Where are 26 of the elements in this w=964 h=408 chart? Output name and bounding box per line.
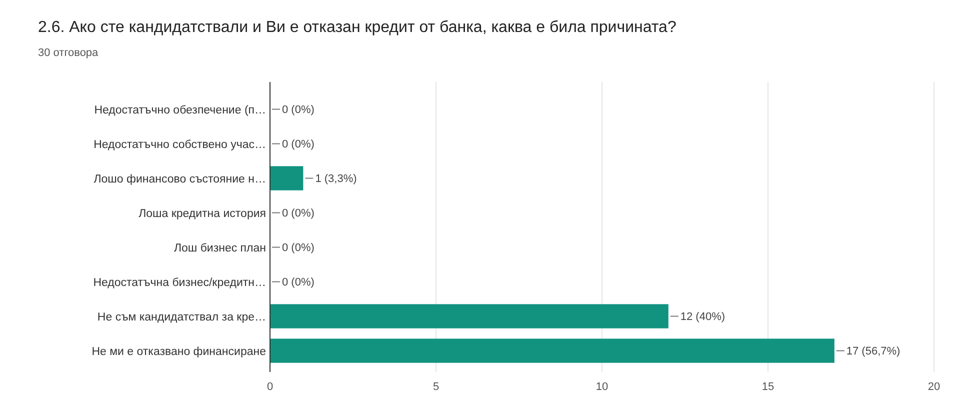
data-label: 0 (0%) <box>282 242 314 254</box>
y-tick-label: Лошо финансово състояние н… <box>94 173 266 186</box>
x-tick-label: 10 <box>596 381 608 393</box>
y-tick-label: Недостатъчно обезпечение (п… <box>94 104 266 116</box>
chart-title: 2.6. Ако сте кандидатствали и Ви е отказан кредит от банка, каква е била причината? <box>38 19 676 36</box>
bar <box>270 166 304 190</box>
bar <box>270 338 834 363</box>
bar <box>270 304 668 328</box>
data-label: 0 (0%) <box>282 276 314 289</box>
y-tick-label: Не ми е отказвано финансиране <box>92 346 266 358</box>
data-label: 0 (0%) <box>282 208 314 220</box>
x-tick-label: 20 <box>928 381 940 393</box>
data-label: 0 (0%) <box>282 138 314 151</box>
text: 30 отговора <box>38 47 100 59</box>
data-label: 0 (0%) <box>282 104 314 116</box>
y-tick-label: Лош бизнес план <box>174 242 266 254</box>
x-tick-label: 15 <box>762 381 774 393</box>
y-tick-label: Не съм кандидатствал за кре… <box>97 311 266 324</box>
data-label: 12 (40%) <box>680 311 726 324</box>
x-tick-label: 0 <box>266 381 274 393</box>
data-label: 1 (3,3%) <box>315 173 357 186</box>
data-label: 17 (56,7%) <box>846 346 900 358</box>
y-tick-label: Лоша кредитна история <box>138 208 266 220</box>
y-tick-label: Недостатъчно собствено учас… <box>94 138 266 151</box>
x-tick-label: 5 <box>432 381 440 393</box>
y-tick-label: Недостатъчна бизнес/кредитн… <box>93 276 266 289</box>
